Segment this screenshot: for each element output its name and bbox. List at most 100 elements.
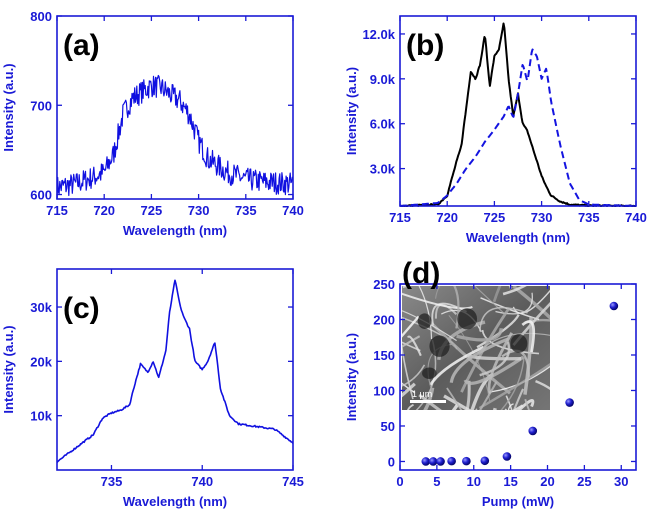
x-tick-label: 740	[282, 203, 304, 218]
data-point	[436, 457, 445, 466]
sem-pore	[422, 367, 437, 379]
series-line-2	[399, 48, 637, 207]
data-point	[462, 456, 471, 466]
x-tick-label: 30	[614, 474, 628, 489]
sem-pore	[457, 308, 478, 330]
sem-fiber	[463, 355, 525, 385]
sem-fiber	[435, 286, 441, 299]
sem-inset-fibers	[402, 286, 550, 410]
sem-fiber	[507, 403, 514, 410]
x-tick-label: 20	[540, 474, 554, 489]
sem-fiber	[402, 292, 473, 310]
x-tick-label: 0	[396, 474, 403, 489]
sem-fiber	[407, 335, 422, 357]
panel-label: (d)	[402, 257, 440, 290]
scale-bar-label: 1 μm	[412, 389, 432, 399]
data-point	[428, 457, 438, 466]
y-tick-label: 6.0k	[370, 117, 396, 132]
sem-fiber	[479, 381, 498, 410]
x-tick-label: 715	[389, 210, 411, 225]
sem-inset-image: 1 μm	[402, 286, 550, 410]
x-tick-label: 730	[188, 203, 210, 218]
y-tick-label: 12.0k	[362, 27, 395, 42]
y-axis-title: Intensity (a.u.)	[1, 63, 16, 151]
sem-fiber	[443, 394, 472, 410]
sem-fiber	[423, 387, 435, 410]
sem-fiber	[402, 335, 421, 348]
x-tick-label: 740	[191, 474, 213, 489]
plot-frame	[56, 15, 294, 200]
y-tick-label: 600	[30, 188, 52, 203]
x-tick-label: 745	[282, 474, 304, 489]
sem-fiber	[512, 404, 524, 410]
panel-4: 1 μm 0 5 10 15 20 25 30 0 50 100 150 200 250 Pump (mW)…	[344, 257, 637, 509]
y-axis-title: Intensity (a.u.)	[1, 325, 16, 413]
sem-pore	[510, 334, 528, 353]
sem-fiber	[402, 341, 421, 352]
series-line-1	[56, 279, 294, 464]
x-axis-title: Pump (mW)	[482, 494, 554, 509]
x-tick-label: 735	[235, 203, 257, 218]
sem-fiber	[492, 286, 502, 303]
sem-fiber	[535, 380, 550, 391]
x-tick-label: 725	[141, 203, 163, 218]
sem-fiber	[446, 387, 463, 410]
sem-fiber	[479, 341, 511, 377]
sem-fiber	[480, 297, 540, 321]
x-tick-label: 740	[625, 210, 647, 225]
y-tick-label: 9.0k	[370, 72, 396, 87]
x-tick-label: 730	[531, 210, 553, 225]
plot-frame	[399, 15, 637, 207]
sem-fiber	[451, 402, 460, 410]
sem-fiber	[478, 362, 550, 410]
x-axis-title: Wavelength (nm)	[123, 494, 227, 509]
sem-fiber	[473, 286, 504, 314]
x-tick-label: 715	[46, 203, 68, 218]
data-point	[480, 456, 490, 466]
data-point	[609, 301, 619, 311]
y-tick-label: 200	[373, 312, 395, 327]
x-axis-title: Wavelength (nm)	[123, 223, 227, 238]
sem-fiber	[466, 353, 522, 361]
y-tick-label: 100	[373, 383, 395, 398]
x-tick-label: 735	[578, 210, 600, 225]
y-tick-label: 3.0k	[370, 162, 396, 177]
y-axis-title: Intensity (a.u.)	[344, 333, 359, 421]
sem-fiber	[477, 332, 550, 354]
data-point	[421, 457, 431, 466]
plot-frame	[399, 283, 637, 471]
sem-pore	[429, 335, 450, 357]
sem-fiber	[512, 302, 550, 346]
data-point	[528, 426, 538, 436]
sem-fiber	[488, 365, 550, 393]
panel-2: 715 720 725 730 735 740 3.0k 6.0k 9.0k 12.0k Wavel…	[344, 15, 647, 245]
sem-fiber	[524, 399, 531, 410]
x-tick-label: 15	[503, 474, 517, 489]
sem-fiber	[429, 345, 485, 386]
sem-fiber	[406, 403, 414, 410]
y-tick-label: 10k	[30, 409, 52, 424]
sem-fiber	[512, 286, 550, 320]
y-tick-label: 0	[388, 454, 395, 469]
x-tick-label: 720	[93, 203, 115, 218]
x-tick-label: 720	[436, 210, 458, 225]
y-tick-label: 50	[381, 419, 395, 434]
sem-fiber	[418, 286, 433, 340]
sem-fiber	[502, 286, 527, 296]
series-line-1	[56, 74, 294, 200]
sem-fiber	[512, 388, 524, 410]
panel-1: 715 720 725 730 735 740 600 700 800 Wavelength (n…	[1, 9, 304, 238]
plot-frame	[56, 268, 294, 471]
y-tick-label: 800	[30, 9, 52, 24]
sem-fiber	[521, 320, 536, 353]
sem-fiber	[402, 382, 416, 398]
sem-fiber	[517, 399, 535, 410]
sem-pore	[417, 313, 432, 329]
sem-fiber	[476, 313, 520, 349]
data-point	[447, 456, 456, 466]
y-tick-label: 20k	[30, 354, 52, 369]
x-axis-title: Wavelength (nm)	[466, 230, 570, 245]
sem-fiber	[418, 393, 442, 410]
sem-fiber	[402, 364, 426, 387]
